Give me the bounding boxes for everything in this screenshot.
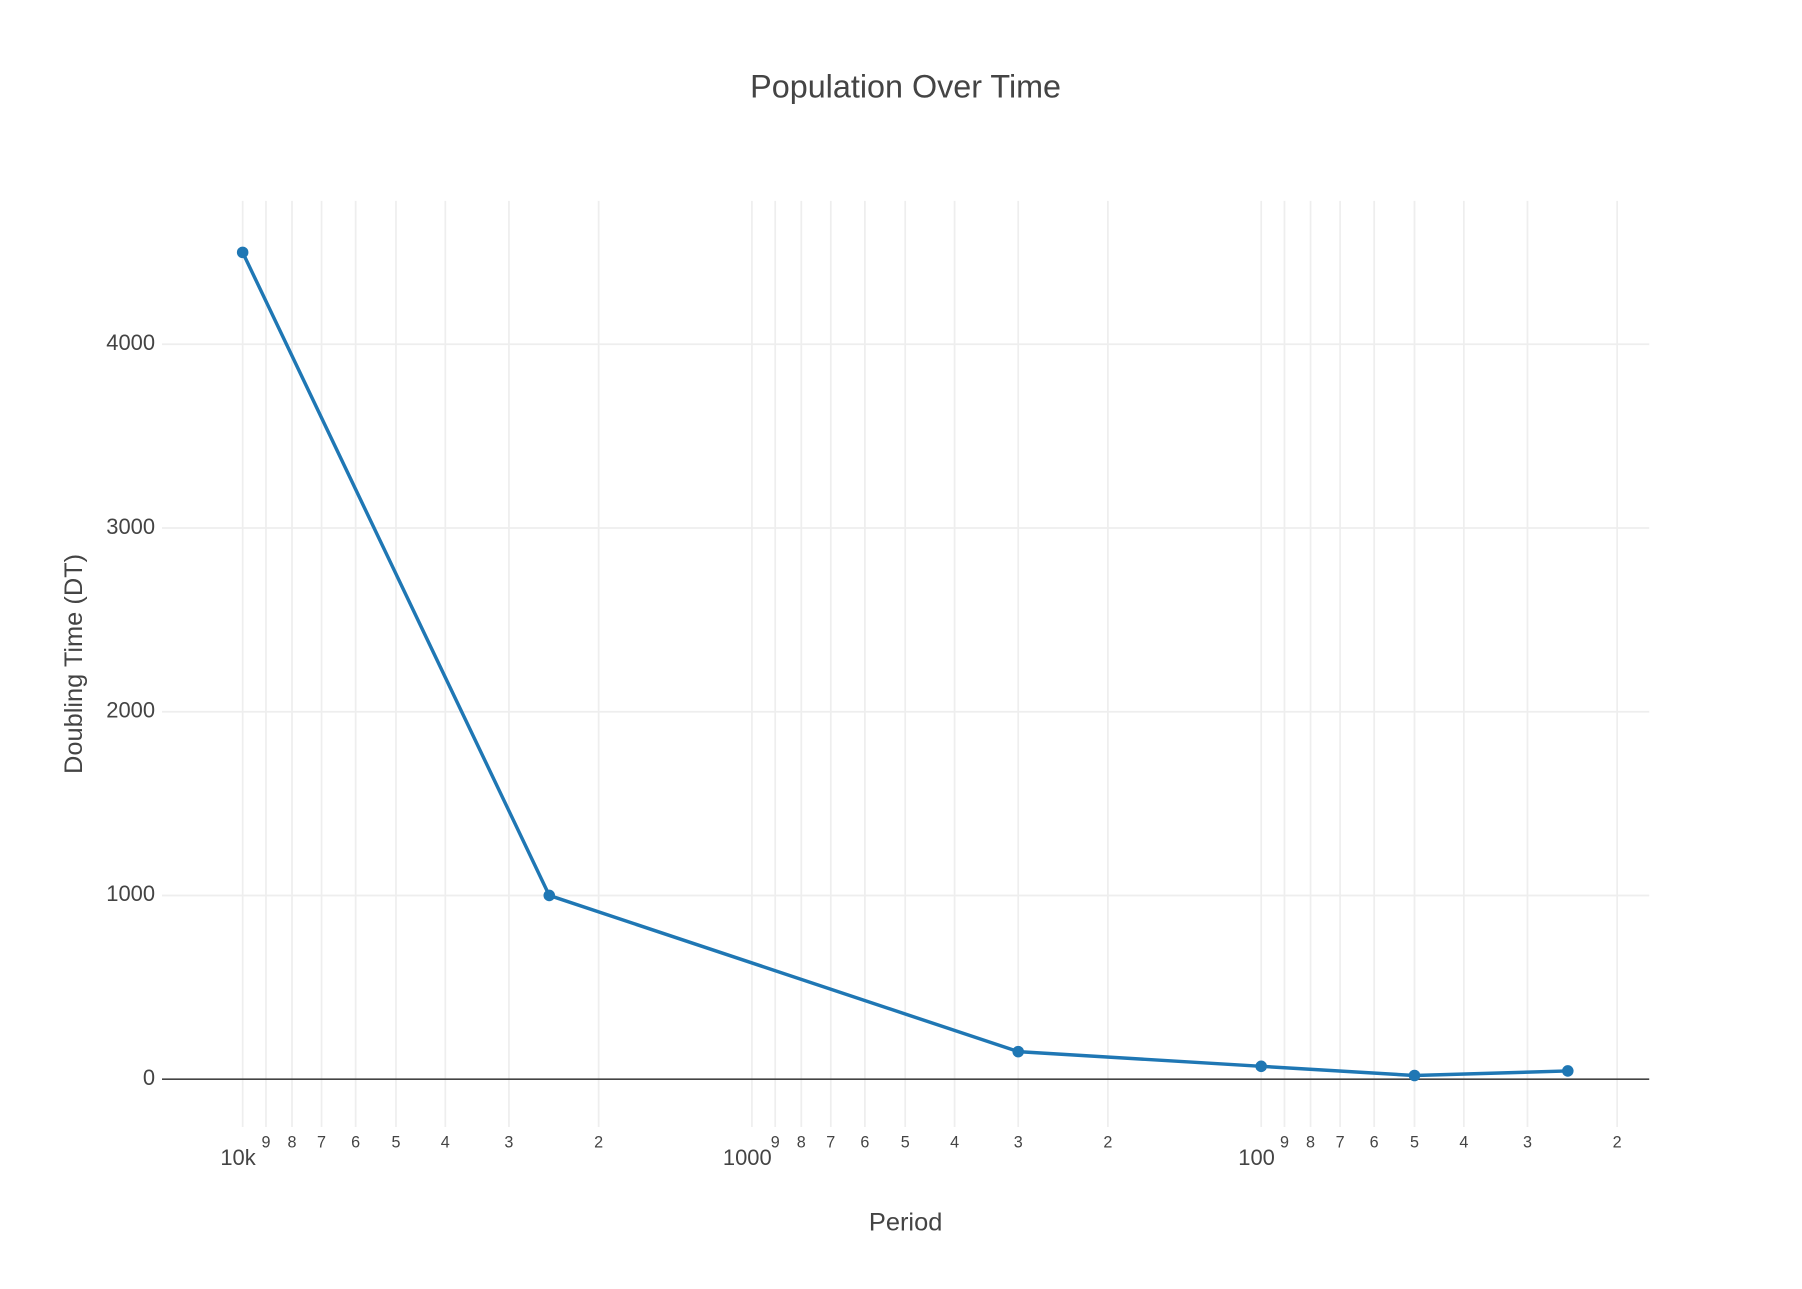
x-tick-label: 2: [594, 1133, 603, 1151]
x-tick-label: 8: [1306, 1133, 1315, 1151]
x-tick-label: 10k: [220, 1145, 255, 1170]
x-tick-label: 3: [1014, 1133, 1023, 1151]
y-tick-label: 2000: [106, 698, 155, 723]
x-tick-label: 9: [261, 1133, 270, 1151]
x-tick-label: 1000: [723, 1145, 772, 1170]
x-tick-label: 100: [1238, 1145, 1275, 1170]
x-tick-label: 6: [1370, 1133, 1379, 1151]
data-point: [236, 246, 249, 259]
x-tick-label: 8: [797, 1133, 806, 1151]
x-tick-label: 2: [1613, 1133, 1622, 1151]
x-tick-label: 4: [1459, 1133, 1468, 1151]
x-tick-label: 5: [1410, 1133, 1419, 1151]
y-tick-label: 4000: [106, 330, 155, 355]
y-tick-label: 0: [143, 1065, 155, 1090]
data-point: [1408, 1069, 1421, 1082]
x-tick-label: 4: [950, 1133, 959, 1151]
x-tick-label: 7: [826, 1133, 835, 1151]
x-tick-label: 9: [771, 1133, 780, 1151]
x-tick-label: 7: [1336, 1133, 1345, 1151]
x-tick-label: 8: [288, 1133, 297, 1151]
x-tick-label: 2: [1103, 1133, 1112, 1151]
x-tick-label: 3: [1523, 1133, 1532, 1151]
x-tick-label: 4: [441, 1133, 450, 1151]
y-tick-label: 3000: [106, 514, 155, 539]
x-tick-label: 6: [351, 1133, 360, 1151]
y-axis-label: Doubling Time (DT): [60, 554, 88, 774]
x-tick-label: 7: [317, 1133, 326, 1151]
data-point: [543, 889, 556, 902]
x-tick-label: 5: [391, 1133, 400, 1151]
x-tick-label: 3: [504, 1133, 513, 1151]
data-point: [1012, 1045, 1024, 1058]
chart-title: Population Over Time: [750, 68, 1061, 104]
x-tick-label: 5: [901, 1133, 910, 1151]
y-tick-label: 1000: [106, 881, 155, 906]
data-point: [1562, 1065, 1574, 1077]
x-axis-label: Period: [869, 1209, 942, 1237]
data-point: [1255, 1060, 1267, 1073]
data-line: [241, 251, 1568, 1078]
x-tick-label: 6: [860, 1133, 869, 1151]
x-tick-label: 9: [1280, 1133, 1289, 1151]
